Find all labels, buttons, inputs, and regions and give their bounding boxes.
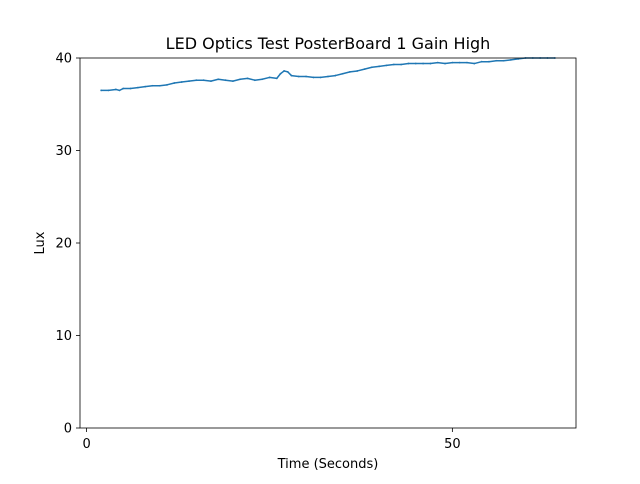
data-point <box>436 61 439 64</box>
data-point <box>290 74 293 77</box>
data-point <box>363 68 366 70</box>
data-point <box>232 80 234 83</box>
data-point <box>378 65 381 68</box>
data-point <box>297 75 300 78</box>
data-point <box>517 58 520 60</box>
x-tick-label: 0 <box>82 437 90 452</box>
data-point <box>100 89 103 92</box>
data-point <box>122 87 125 90</box>
data-point <box>429 62 432 65</box>
data-point <box>356 70 359 72</box>
data-point <box>312 76 315 79</box>
data-point <box>509 58 512 61</box>
y-axis-ticks: 0 10 20 30 40 <box>55 52 80 437</box>
data-point <box>166 83 168 86</box>
data-point <box>341 72 344 75</box>
chart-title: LED Optics Test PosterBoard 1 Gain High <box>166 34 491 53</box>
data-point <box>151 84 154 87</box>
data-point <box>480 60 483 63</box>
data-point <box>118 89 121 92</box>
data-point <box>188 80 190 83</box>
data-point <box>319 76 322 79</box>
data-point <box>136 86 139 89</box>
data-point <box>158 84 161 87</box>
data-point <box>370 66 373 69</box>
data-point <box>488 60 490 63</box>
data-point <box>114 88 117 91</box>
data-point <box>261 78 264 81</box>
data-point <box>253 79 256 82</box>
y-tick-label: 30 <box>55 144 72 159</box>
data-point <box>286 70 289 73</box>
data-point <box>195 79 198 82</box>
y-tick-label: 0 <box>64 422 72 437</box>
data-point <box>279 72 282 75</box>
data-point <box>202 79 205 82</box>
x-axis-ticks: 0 50 <box>82 428 461 452</box>
y-tick-label: 20 <box>55 237 72 252</box>
data-point <box>283 70 286 72</box>
x-tick-label: 50 <box>444 437 461 452</box>
data-point <box>400 63 403 66</box>
data-point <box>275 77 278 80</box>
data-point <box>451 61 454 64</box>
data-point <box>466 61 468 64</box>
y-tick-label: 40 <box>55 52 72 67</box>
data-point <box>210 80 212 83</box>
data-point <box>327 75 329 78</box>
lux-series-line <box>100 57 556 92</box>
y-axis-label: Lux <box>33 231 48 254</box>
data-point <box>414 62 417 65</box>
data-point <box>444 62 446 65</box>
data-point <box>458 61 461 64</box>
data-point <box>422 62 424 65</box>
data-point <box>173 82 176 84</box>
data-point <box>107 89 110 92</box>
data-point <box>495 59 498 62</box>
data-point <box>334 74 337 77</box>
data-point <box>180 81 183 83</box>
data-point <box>224 79 227 82</box>
data-point <box>268 76 271 79</box>
y-tick-label: 10 <box>55 329 72 344</box>
x-axis-label: Time (Seconds) <box>277 457 379 472</box>
data-point <box>217 78 220 81</box>
data-point <box>239 78 242 81</box>
data-point <box>144 85 147 88</box>
plot-area-frame <box>79 57 577 429</box>
data-point <box>305 75 307 78</box>
data-point <box>129 87 132 90</box>
data-point <box>385 64 388 67</box>
data-point <box>473 62 476 65</box>
data-point <box>407 62 410 65</box>
data-points <box>100 57 556 92</box>
data-point <box>392 63 395 66</box>
data-point <box>349 70 351 73</box>
data-point <box>502 59 505 62</box>
data-point <box>246 77 249 80</box>
